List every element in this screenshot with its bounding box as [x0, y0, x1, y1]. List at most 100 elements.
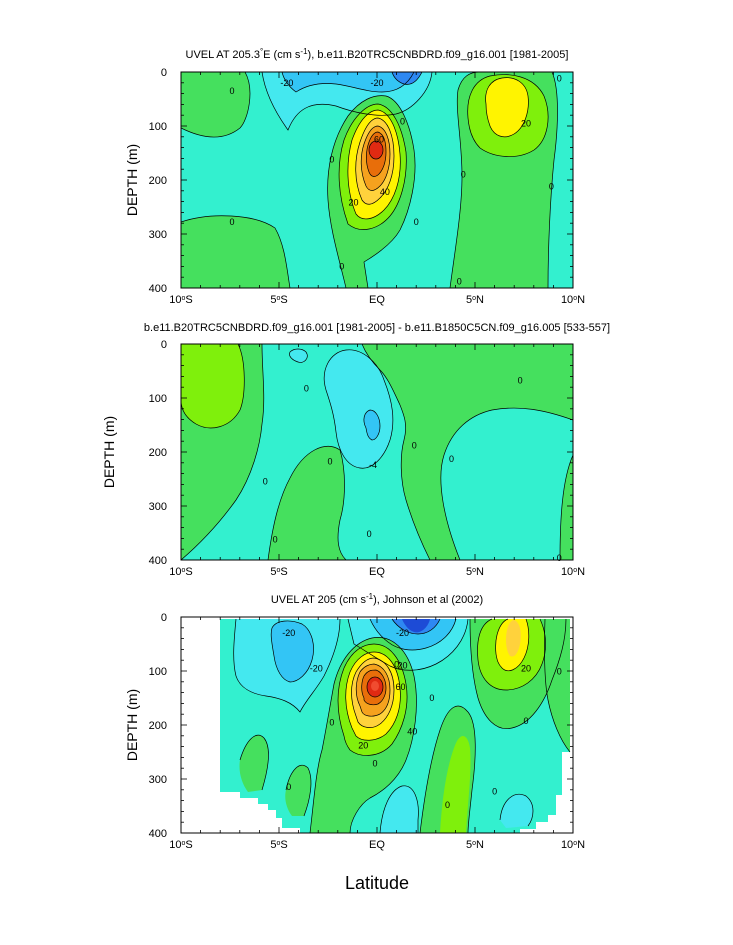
- panel-3-title: UVEL AT 205 (cm s-1), Johnson et al (200…: [271, 592, 483, 607]
- y-tick-label: 400: [149, 555, 167, 567]
- panel-2-axes: 10oS 5oS EQ 5oN 10oN 0 100 200 300 400: [149, 339, 585, 578]
- contour-label: 60: [396, 682, 406, 692]
- x-tick-label: EQ: [369, 294, 385, 306]
- p3-fill-deep-patch-west: [239, 735, 269, 792]
- contour-label: 0: [557, 667, 562, 677]
- x-tick-label: 10oS: [169, 294, 193, 306]
- contour-label: 0: [394, 660, 399, 670]
- x-tick-label: 5oN: [466, 294, 484, 306]
- y-tick-label: 100: [149, 666, 167, 678]
- p1-fill-euc-core: [369, 141, 383, 159]
- panel-1-title: UVEL AT 205.3°E (cm s-1), b.e11.B20TRC5C…: [186, 47, 569, 62]
- p2-fill-center-positive: [268, 446, 346, 560]
- panel-1-y-axis-label: DEPTH (m): [124, 144, 140, 216]
- p3-fill-necc-40: [506, 620, 521, 657]
- panel-3-y-axis-label: DEPTH (m): [124, 689, 140, 761]
- contour-label: 0: [229, 86, 234, 96]
- contour-label: 0: [549, 181, 554, 191]
- x-tick-label: EQ: [369, 839, 385, 851]
- panel-3-observations: UVEL AT 205 (cm s-1), Johnson et al (200…: [124, 592, 585, 852]
- contour-label: 0: [229, 217, 234, 227]
- x-tick-label: 5oS: [270, 566, 287, 578]
- p1-fill-surface-westward-core: [392, 72, 422, 85]
- y-tick-label: 100: [149, 393, 167, 405]
- panel-1-contour-lines: [181, 72, 558, 288]
- y-tick-label: 100: [149, 121, 167, 133]
- panel-1-contour-field: [181, 72, 573, 288]
- contour-label: 0: [445, 800, 450, 810]
- contour-label: 0: [449, 454, 454, 464]
- x-tick-label: EQ: [369, 566, 385, 578]
- y-tick-label: 300: [149, 229, 167, 241]
- p1-fill-southwest-positive: [181, 215, 290, 288]
- contour-label: 20: [521, 663, 531, 673]
- contour-label: 0: [373, 758, 378, 768]
- x-tick-label: 5oS: [270, 294, 287, 306]
- p3-fill-surface-negative-core: [402, 619, 430, 633]
- contour-label: 0: [557, 553, 562, 563]
- contour-label: -20: [282, 628, 295, 638]
- contour-label: 20: [521, 118, 531, 128]
- p2-fill-surface-negative: [289, 349, 308, 363]
- x-tick-label: 5oN: [466, 566, 484, 578]
- p2-fill-southeast-positive: [560, 455, 573, 560]
- p1-fill-surface-westward-strong: [282, 72, 414, 92]
- contour-label: -20: [370, 78, 383, 88]
- p3-fill-euc-center: [371, 681, 379, 691]
- contour-label: 0: [412, 441, 417, 451]
- panel-1-contour-labels: -20 -20 0 0 0 0 0 0 0 0 0 0 20 20 40 60: [229, 73, 562, 287]
- contour-label: 0: [329, 154, 334, 164]
- contour-label: 0: [273, 534, 278, 544]
- contour-label: 20: [358, 741, 368, 751]
- contour-label: -20: [310, 663, 323, 673]
- contour-label: 0: [304, 383, 309, 393]
- contour-label: 0: [367, 529, 372, 539]
- p1-fill-west-positive: [181, 72, 250, 137]
- contour-label: 0: [329, 717, 334, 727]
- p1-fill-necc-30: [485, 77, 529, 137]
- contour-label: 0: [429, 693, 434, 703]
- p3-fill-deep-negative-east: [500, 794, 533, 828]
- y-tick-label: 0: [161, 67, 167, 79]
- x-tick-label: 10oS: [169, 566, 193, 578]
- contour-label: 0: [557, 73, 562, 83]
- p3-fill-west-negative-strong: [271, 620, 314, 682]
- x-tick-label: 10oN: [561, 839, 585, 851]
- p3-fill-east-edge: [544, 619, 570, 752]
- contour-label: 0: [457, 277, 462, 287]
- y-tick-label: 300: [149, 774, 167, 786]
- contour-label: 0: [523, 716, 528, 726]
- p2-fill-east-positive: [362, 344, 573, 560]
- contour-label: 0: [286, 782, 291, 792]
- panel-2-difference: b.e11.B20TRC5CNBDRD.f09_g16.001 [1981-20…: [101, 322, 610, 578]
- panel-1-model-uvel: UVEL AT 205.3°E (cm s-1), b.e11.B20TRC5C…: [124, 47, 585, 307]
- contour-label: 40: [380, 187, 390, 197]
- x-axis-label: Latitude: [345, 873, 409, 893]
- y-tick-label: 400: [149, 828, 167, 840]
- contour-label: 0: [327, 457, 332, 467]
- p2-fill-west-positive: [181, 344, 245, 428]
- contour-label: -4: [369, 460, 377, 470]
- panel-2-contour-lines: [181, 344, 573, 560]
- contour-label: 40: [407, 726, 417, 736]
- y-tick-label: 300: [149, 501, 167, 513]
- contour-label: 20: [348, 198, 358, 208]
- panel-2-y-axis-label: DEPTH (m): [101, 416, 117, 488]
- p3-fill-deep-patch-mid: [285, 765, 311, 816]
- contour-label: -20: [280, 78, 293, 88]
- x-tick-label: 10oN: [561, 294, 585, 306]
- y-tick-label: 200: [149, 720, 167, 732]
- contour-label: 0: [263, 477, 268, 487]
- y-tick-label: 0: [161, 339, 167, 351]
- contour-label: 0: [400, 117, 405, 127]
- x-tick-label: 10oN: [561, 566, 585, 578]
- y-tick-label: 0: [161, 612, 167, 624]
- y-tick-label: 200: [149, 175, 167, 187]
- y-tick-label: 400: [149, 283, 167, 295]
- contour-label: 0: [518, 376, 523, 386]
- contour-label: 0: [461, 170, 466, 180]
- contour-label: 20: [397, 661, 407, 671]
